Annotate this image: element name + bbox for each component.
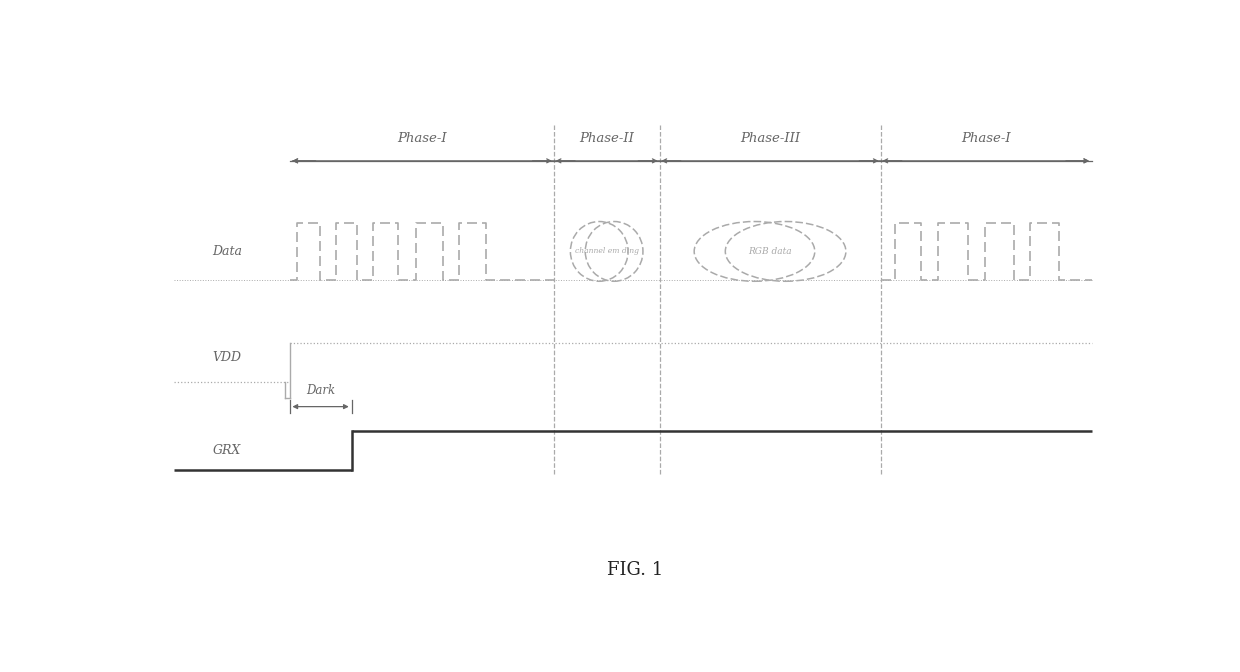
Text: Phase-II: Phase-II bbox=[579, 132, 634, 145]
Text: Phase-I: Phase-I bbox=[961, 132, 1011, 145]
Text: Phase-III: Phase-III bbox=[740, 132, 800, 145]
Text: Phase-I: Phase-I bbox=[397, 132, 446, 145]
Text: GRX: GRX bbox=[213, 444, 242, 457]
Text: channel em ding: channel em ding bbox=[574, 247, 639, 255]
Text: Dark: Dark bbox=[306, 384, 335, 397]
Text: RGB data: RGB data bbox=[748, 247, 792, 256]
Text: VDD: VDD bbox=[212, 351, 242, 364]
Text: FIG. 1: FIG. 1 bbox=[608, 560, 663, 579]
Text: Data: Data bbox=[212, 245, 242, 258]
